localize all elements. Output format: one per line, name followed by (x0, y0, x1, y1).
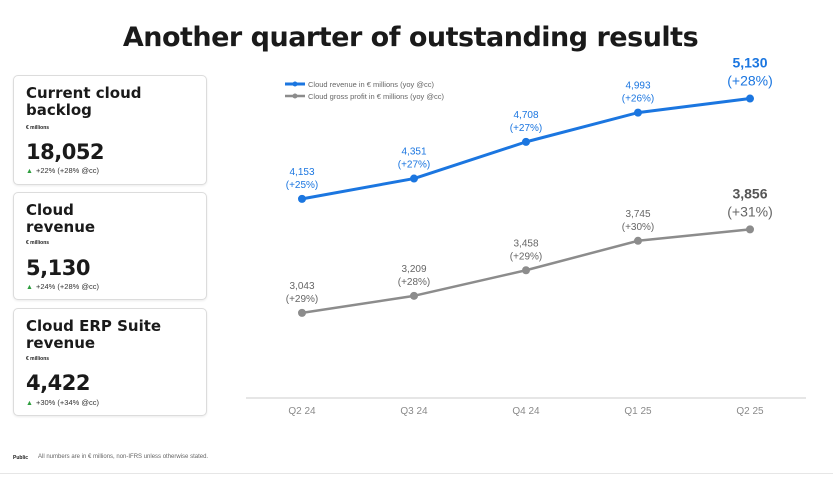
kpi-card-current-cloud-backlog: Current cloud backlog € millions 18,052 … (13, 75, 207, 185)
data-label: 3,745 (625, 209, 650, 220)
kpi-card-cloud-erp-suite-revenue: Cloud ERP Suite revenue € millions 4,422… (13, 308, 207, 416)
data-label: 5,130 (732, 55, 767, 71)
kpi-unit: € millions (26, 356, 50, 362)
legend-label: Cloud gross profit in € millions (yoy @c… (308, 92, 444, 101)
data-label: 3,209 (401, 264, 426, 275)
data-label-growth: (+27%) (510, 123, 543, 134)
kpi-growth: ▲ +24% (+28% @cc) (26, 282, 99, 291)
data-point (522, 266, 530, 275)
data-point (634, 108, 642, 117)
legend-marker (292, 93, 298, 99)
footer-note: All numbers are in € millions, non-IFRS … (38, 454, 209, 460)
kpi-title: Cloud ERP Suite revenue (26, 317, 162, 352)
data-point (746, 225, 754, 234)
data-label-growth: (+27%) (398, 160, 431, 171)
kpi-growth-text: +22% (+28% @cc) (35, 166, 99, 175)
data-point (746, 94, 754, 103)
kpi-card-cloud-revenue: Cloud revenue € millions 5,130 ▲ +24% (+2… (13, 192, 207, 300)
data-label-growth: (+30%) (622, 222, 655, 233)
data-label: 3,856 (732, 185, 767, 201)
data-point (410, 174, 418, 183)
data-label-growth: (+26%) (622, 94, 655, 105)
x-tick-label: Q3 24 (400, 406, 428, 417)
page-title: Another quarter of outstanding results (122, 22, 699, 53)
kpi-growth: ▲ +30% (+34% @cc) (26, 398, 99, 407)
data-point (298, 194, 306, 203)
kpi-value: 4,422 (26, 371, 90, 395)
classification-label: Public (13, 455, 29, 461)
x-tick-label: Q4 24 (512, 406, 540, 417)
data-point (410, 291, 418, 300)
kpi-growth-text: +24% (+28% @cc) (35, 282, 99, 291)
data-label-growth: (+28%) (398, 277, 431, 288)
data-label-growth: (+31%) (727, 203, 773, 219)
data-label: 4,351 (401, 147, 426, 158)
x-tick-label: Q2 24 (288, 406, 316, 417)
footer-divider (0, 473, 833, 474)
kpi-title: Cloud revenue (26, 201, 96, 236)
kpi-growth-text: +30% (+34% @cc) (35, 398, 99, 407)
kpi-growth: ▲ +22% (+28% @cc) (26, 166, 99, 175)
kpi-unit: € millions (26, 125, 50, 131)
kpi-value: 5,130 (26, 256, 90, 280)
legend-marker (292, 81, 298, 87)
kpi-title: Current cloud backlog (26, 84, 142, 119)
data-label-growth: (+29%) (286, 294, 319, 305)
x-tick-label: Q1 25 (624, 406, 652, 417)
triangle-up-icon: ▲ (26, 284, 33, 291)
kpi-unit: € millions (26, 240, 50, 246)
data-label: 4,708 (513, 110, 538, 121)
data-label-growth: (+28%) (727, 73, 773, 89)
data-label: 3,043 (289, 281, 314, 292)
data-label: 4,993 (625, 81, 650, 92)
data-label-growth: (+25%) (286, 180, 319, 191)
legend-label: Cloud revenue in € millions (yoy @cc) (308, 80, 434, 89)
triangle-up-icon: ▲ (26, 168, 33, 175)
data-label: 3,458 (513, 238, 538, 249)
x-tick-label: Q2 25 (736, 406, 764, 417)
kpi-value: 18,052 (26, 140, 105, 164)
data-point (522, 137, 530, 146)
data-label-growth: (+29%) (510, 251, 543, 262)
data-point (634, 236, 642, 245)
data-point (298, 308, 306, 317)
data-label: 4,153 (289, 167, 314, 178)
triangle-up-icon: ▲ (26, 400, 33, 407)
